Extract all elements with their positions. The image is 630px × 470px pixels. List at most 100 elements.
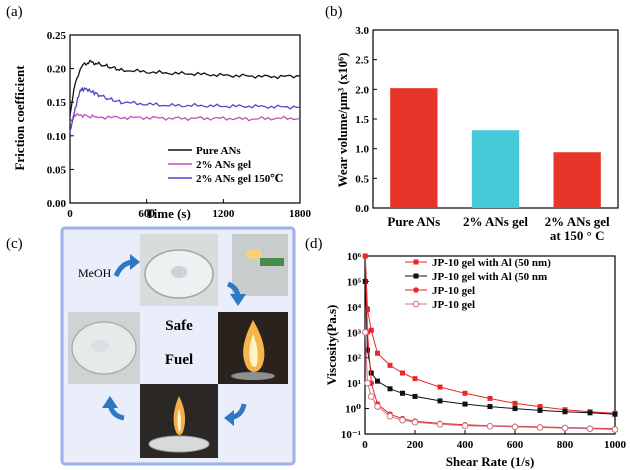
y-tick-label-d: 10⁶: [347, 251, 362, 263]
y-tick-label-b: 0.5: [355, 173, 369, 185]
legend-text-d-3: JP-10 gel: [432, 299, 475, 311]
data-point-d-0: [387, 362, 393, 368]
y-axis-label-d: Viscosity(Pa.s): [324, 305, 339, 386]
panel-c: (c) Safe Fuel: [6, 226, 296, 466]
data-point-d-3: [374, 403, 381, 410]
y-axis-label-a: Friction coefficient: [12, 65, 27, 171]
series-line-d-3: [364, 332, 616, 430]
series-line-a-1: [69, 113, 301, 123]
data-point-d-3: [611, 426, 619, 433]
legend-marker-d-0: [413, 259, 419, 265]
x-tick-label-a: 1200: [212, 208, 235, 220]
fuel-label: Fuel: [165, 352, 193, 368]
data-point-d-3: [386, 412, 394, 420]
y-tick-label-d: 10¹: [347, 378, 361, 390]
y-tick-label-b: 2.5: [355, 55, 369, 67]
data-point-d-3: [561, 424, 569, 432]
arrow-top-right-head-icon: [230, 294, 246, 306]
series-line-a-2: [69, 86, 301, 133]
series-lines-a: [69, 59, 301, 133]
data-point-d-1: [537, 407, 543, 413]
legend-a: Pure ANs 2% ANs gel 2% ANs gel 150℃: [168, 145, 283, 185]
data-point-d-1: [400, 390, 405, 396]
data-point-d-1: [587, 410, 593, 416]
x-axis-label-d: Shear Rate (1/s): [446, 454, 535, 469]
category-label-0: Pure ANs: [387, 214, 440, 229]
legend-text-d-2: JP-10 gel: [432, 285, 475, 297]
data-point-d-0: [375, 350, 380, 356]
data-point-d-3: [511, 423, 519, 431]
data-point-d-0: [400, 370, 405, 376]
legend-d: JP-10 gel with Al (50 nm) JP-10 gel with …: [405, 257, 551, 311]
data-point-d-3: [486, 423, 494, 430]
x-tick-label-d: 800: [557, 439, 574, 451]
y-tick-label-b: 1.5: [355, 114, 369, 126]
data-point-d-3: [364, 379, 371, 387]
data-point-d-0: [462, 390, 468, 396]
y-tick-label-a: 0.15: [47, 97, 67, 109]
y-tick-label-b: 2.0: [355, 84, 369, 96]
y-tick-label-a: 0.00: [47, 198, 67, 210]
x-tick-label-d: 200: [407, 439, 424, 451]
panel-b: (b) 0.0 0.5 1.0 1.5 2.0 2.5 3.0 Pure ANs 2% ANs…: [325, 4, 619, 243]
data-point-d-3: [436, 421, 444, 428]
data-point-d-1: [487, 404, 493, 410]
bar-1: [471, 130, 520, 208]
category-label-1: 2% ANs gel: [463, 214, 528, 229]
photo-small-flame: [140, 384, 218, 458]
meoh-label: MeOH: [78, 266, 112, 280]
panel-label-a: (a): [6, 4, 23, 20]
y-ticks-a: 0.00 0.05 0.10 0.15 0.20 0.25: [47, 30, 74, 210]
data-point-d-0: [537, 404, 543, 410]
x-tick-label-d: 400: [457, 439, 474, 451]
x-tick-label-d: 0: [362, 439, 368, 451]
data-point-d-2: [362, 253, 369, 259]
y-tick-label-b: 1.0: [355, 144, 369, 156]
arrow-meoh-head-icon: [130, 254, 140, 270]
legend-text-pure: Pure ANs: [196, 145, 241, 157]
data-point-d-0: [487, 395, 493, 401]
data-point-d-0: [365, 306, 370, 312]
data-point-d-0: [412, 376, 418, 382]
data-point-d-0: [512, 400, 518, 406]
photo-burning-flame: [218, 312, 288, 384]
data-point-d-0: [437, 384, 443, 390]
data-point-d-1: [437, 398, 443, 404]
y-tick-label-b: 0.0: [355, 203, 369, 215]
y-axis-label-b: Wear volume/μm³ (x10⁶): [335, 53, 350, 188]
y-tick-label-d: 10³: [347, 327, 362, 339]
category-label-2: 2% ANs gel: [545, 214, 610, 229]
y-tick-label-a: 0.20: [47, 64, 67, 76]
legend-marker-d-2: [413, 287, 419, 293]
data-point-d-3: [399, 416, 406, 424]
x-ticks-a: 0 600 1200 1800: [67, 199, 312, 220]
safe-label: Safe: [165, 318, 193, 334]
y-tick-label-a: 0.25: [47, 30, 67, 42]
data-point-d-3: [586, 425, 594, 433]
x-tick-label-a: 600: [138, 208, 155, 220]
y-tick-label-d: 10⁵: [347, 276, 362, 288]
y-tick-label-d: 10⁰: [345, 404, 361, 416]
data-point-d-1: [362, 278, 368, 284]
x-tick-label-d: 600: [507, 439, 524, 451]
x-ticks-d: 0 200 400 600 800 1000: [362, 430, 627, 451]
plot-frame-a: [69, 34, 301, 204]
y-ticks-b: 0.0 0.5 1.0 1.5 2.0 2.5 3.0: [355, 25, 377, 215]
x-tick-label-a: 0: [67, 208, 73, 220]
data-point-d-1: [387, 386, 393, 392]
y-tick-label-d: 10⁻¹: [341, 429, 361, 441]
photo-gel-dish: [140, 234, 218, 306]
plot-frame-d: [364, 255, 616, 435]
arrow-bottom-right-head-icon: [224, 410, 234, 426]
data-point-d-1: [462, 401, 468, 407]
legend-text-d-0: JP-10 gel with Al (50 nm): [432, 257, 551, 269]
x-axis-label-a: Time (s): [145, 206, 191, 221]
legend-marker-d-3: [412, 300, 420, 308]
x-tick-label-a: 1800: [289, 208, 312, 220]
data-point-d-3: [361, 328, 369, 336]
photo-ignition: [232, 234, 288, 296]
panel-label-d: (d): [305, 236, 323, 252]
series-lines-d: [361, 253, 619, 433]
